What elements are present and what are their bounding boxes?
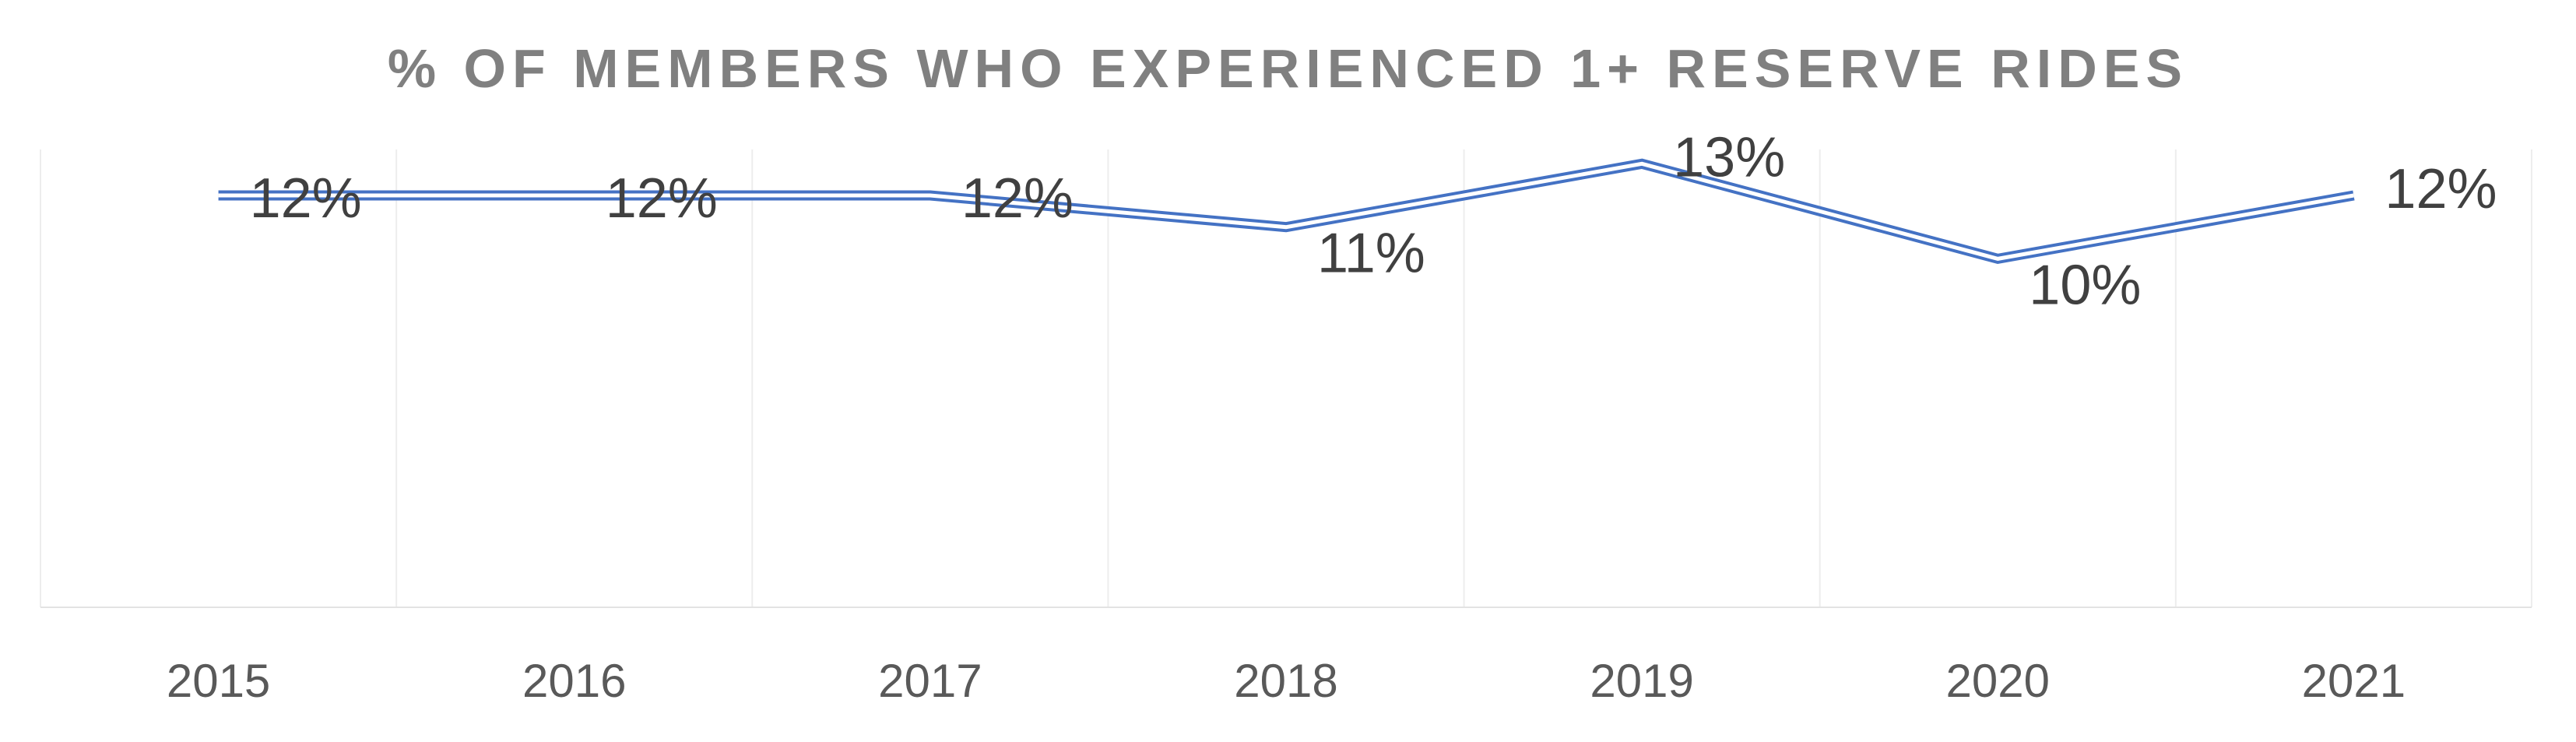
series-line bbox=[218, 158, 2355, 265]
data-labels: 12% 12% 12% 11% 13% 10% 12% bbox=[250, 126, 2497, 316]
data-label: 12% bbox=[250, 167, 362, 230]
x-axis-tick-labels: 2015 2016 2017 2018 2019 2020 2021 bbox=[167, 655, 2406, 707]
series-line-inner bbox=[218, 161, 2354, 261]
x-tick-label: 2018 bbox=[1234, 655, 1337, 707]
x-tick-label: 2021 bbox=[2302, 655, 2406, 707]
x-tick-label: 2016 bbox=[522, 655, 626, 707]
x-tick-label: 2020 bbox=[1946, 655, 2050, 707]
x-tick-label: 2019 bbox=[1590, 655, 1693, 707]
x-tick-label: 2017 bbox=[878, 655, 982, 707]
data-label: 12% bbox=[2384, 158, 2497, 220]
data-label: 11% bbox=[1317, 223, 1425, 285]
gridlines bbox=[40, 149, 2532, 607]
chart-title: % OF MEMBERS WHO EXPERIENCED 1+ RESERVE … bbox=[387, 38, 2189, 99]
data-label: 12% bbox=[961, 167, 1074, 230]
series-lines bbox=[218, 158, 2355, 265]
data-label: 12% bbox=[606, 167, 718, 230]
data-label: 13% bbox=[1673, 126, 1785, 188]
data-label: 10% bbox=[2029, 254, 2141, 316]
x-tick-label: 2015 bbox=[167, 655, 270, 707]
